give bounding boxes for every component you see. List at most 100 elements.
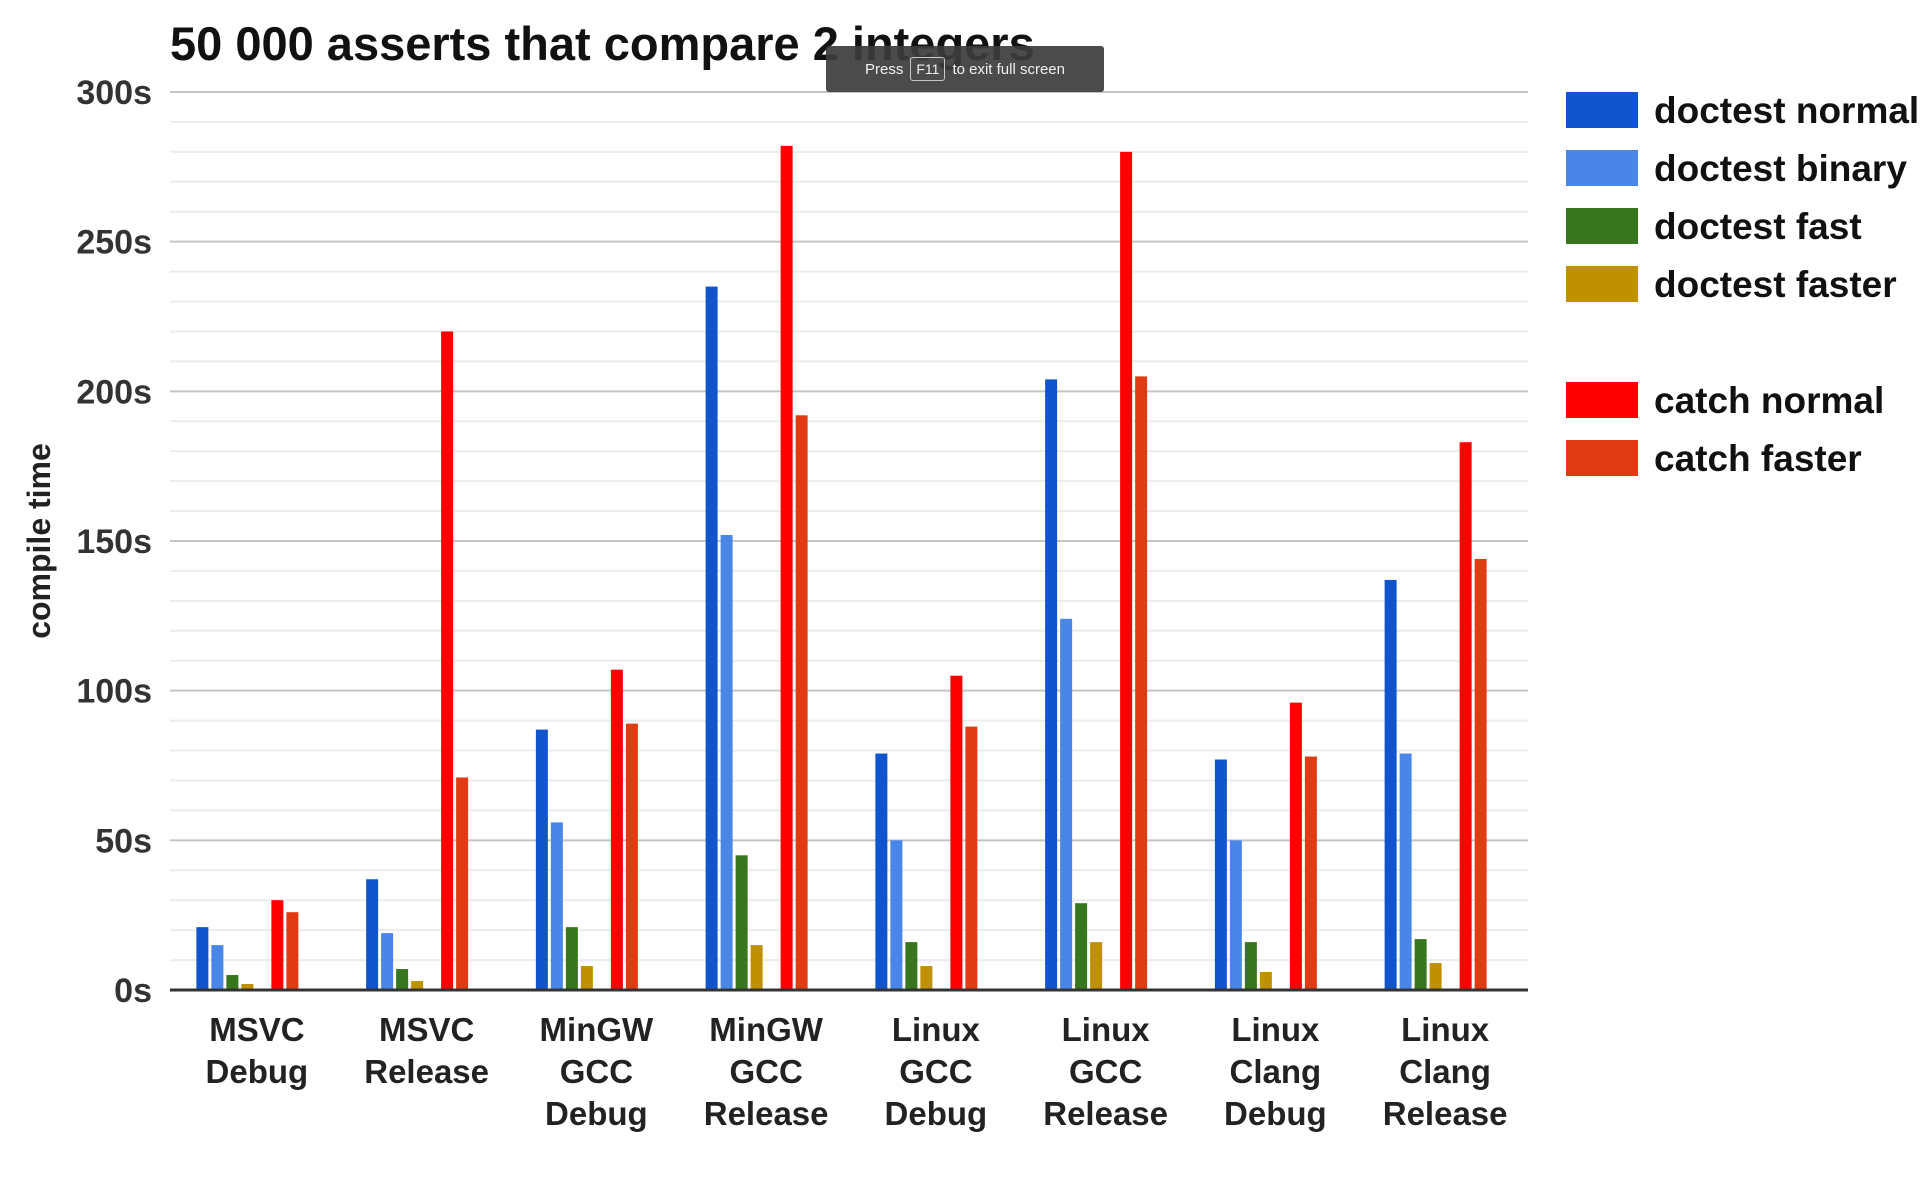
legend-swatch: [1566, 440, 1638, 476]
x-category-label: GCC: [729, 1053, 802, 1090]
bar-catch-normal-7: [1459, 442, 1472, 991]
bar-catch-faster-1: [456, 777, 469, 990]
x-category-label: Debug: [1224, 1095, 1327, 1132]
x-category-label: MinGW: [540, 1011, 654, 1048]
bar-doctest-faster-2: [580, 966, 593, 990]
bar-doctest-fast-2: [565, 927, 578, 990]
bar-doctest-binary-2: [550, 822, 563, 990]
x-category-label: MSVC: [379, 1011, 474, 1048]
bar-doctest-binary-4: [890, 840, 903, 990]
legend-label: doctest faster: [1654, 264, 1897, 305]
f11-key-badge: F11: [910, 57, 946, 81]
bar-doctest-normal-1: [366, 879, 379, 990]
legend-swatch: [1566, 208, 1638, 244]
x-category-label: GCC: [1069, 1053, 1142, 1090]
x-category-label: Linux: [1062, 1011, 1151, 1048]
bar-doctest-fast-5: [1075, 903, 1088, 990]
y-tick-label: 250s: [76, 224, 152, 262]
bar-doctest-normal-6: [1214, 759, 1227, 990]
bar-catch-normal-6: [1289, 702, 1302, 990]
x-category-label: Release: [704, 1095, 829, 1132]
legend-swatch: [1566, 92, 1638, 128]
bar-doctest-faster-6: [1259, 972, 1272, 990]
bar-doctest-normal-0: [196, 927, 209, 990]
y-tick-label: 0s: [114, 972, 152, 1010]
bar-series: [196, 145, 1487, 991]
bar-doctest-faster-5: [1090, 942, 1103, 990]
bar-doctest-normal-4: [875, 753, 888, 990]
bar-doctest-fast-4: [905, 942, 918, 990]
bar-doctest-faster-4: [920, 966, 933, 990]
y-tick-label: 200s: [76, 373, 152, 411]
bar-catch-faster-7: [1474, 558, 1487, 990]
bar-catch-normal-0: [271, 900, 284, 990]
legend-label: catch faster: [1654, 438, 1862, 479]
bar-doctest-binary-5: [1060, 618, 1073, 990]
bar-catch-normal-1: [441, 331, 454, 990]
bar-catch-normal-2: [610, 669, 623, 990]
bar-doctest-faster-7: [1429, 963, 1442, 990]
legend-label: doctest binary: [1654, 148, 1907, 189]
bar-catch-normal-4: [950, 675, 963, 990]
y-axis-title: compile time: [21, 443, 57, 639]
bar-catch-normal-3: [780, 145, 793, 990]
bar-doctest-faster-1: [411, 981, 424, 990]
bar-doctest-fast-7: [1414, 939, 1427, 990]
bar-catch-normal-5: [1120, 151, 1133, 990]
x-category-label: Debug: [885, 1095, 988, 1132]
x-category-label: MinGW: [709, 1011, 823, 1048]
bar-catch-faster-6: [1304, 756, 1317, 990]
bar-catch-faster-5: [1135, 376, 1148, 990]
x-category-label: Release: [1383, 1095, 1508, 1132]
legend-label: doctest normal: [1654, 90, 1919, 131]
axes: 0s 50s 100s 150s 200s 250s 300s compile time MSV…: [21, 74, 1528, 1132]
bar-doctest-fast-3: [735, 855, 748, 990]
x-category-label: Clang: [1399, 1053, 1491, 1090]
bar-catch-faster-4: [965, 726, 978, 990]
toast-prefix: Press: [865, 60, 904, 78]
bar-doctest-fast-6: [1244, 942, 1257, 990]
bar-doctest-normal-3: [705, 286, 718, 991]
x-category-label: Linux: [1231, 1011, 1320, 1048]
x-category-label: Linux: [1401, 1011, 1490, 1048]
y-tick-label: 300s: [76, 74, 152, 112]
grid-lines: [170, 91, 1528, 962]
fullscreen-exit-toast: Press F11 to exit full screen: [826, 46, 1104, 92]
bar-catch-faster-3: [795, 415, 808, 990]
x-category-label: MSVC: [209, 1011, 304, 1048]
bar-catch-faster-0: [286, 912, 299, 990]
x-category-label: Release: [364, 1053, 489, 1090]
bar-doctest-normal-7: [1384, 579, 1397, 990]
y-tick-label: 50s: [95, 822, 152, 860]
x-category-label: Debug: [206, 1053, 309, 1090]
bar-doctest-binary-0: [211, 945, 224, 990]
y-tick-label: 100s: [76, 673, 152, 711]
toast-suffix: to exit full screen: [952, 60, 1065, 78]
bar-doctest-binary-3: [720, 535, 733, 990]
bar-doctest-binary-1: [381, 933, 394, 990]
bar-catch-faster-2: [625, 723, 638, 990]
x-category-label: Clang: [1230, 1053, 1322, 1090]
legend-label: doctest fast: [1654, 206, 1862, 247]
legend-swatch: [1566, 382, 1638, 418]
y-tick-label: 150s: [76, 523, 152, 561]
x-category-label: Debug: [545, 1095, 648, 1132]
legend-swatch: [1566, 266, 1638, 302]
bar-doctest-normal-5: [1045, 379, 1058, 990]
bar-doctest-fast-1: [396, 969, 409, 990]
bar-doctest-binary-6: [1229, 840, 1242, 990]
legend-swatch: [1566, 150, 1638, 186]
bar-doctest-fast-0: [226, 975, 239, 990]
bar-doctest-faster-3: [750, 945, 763, 990]
bar-doctest-normal-2: [535, 729, 548, 990]
bar-doctest-binary-7: [1399, 753, 1412, 990]
x-category-label: GCC: [899, 1053, 972, 1090]
bar-doctest-faster-0: [241, 984, 254, 990]
x-category-label: GCC: [560, 1053, 633, 1090]
x-category-label: Release: [1043, 1095, 1168, 1132]
legend: doctest normal doctest binary doctest fast…: [1566, 90, 1919, 479]
x-category-label: Linux: [892, 1011, 981, 1048]
legend-label: catch normal: [1654, 380, 1884, 421]
